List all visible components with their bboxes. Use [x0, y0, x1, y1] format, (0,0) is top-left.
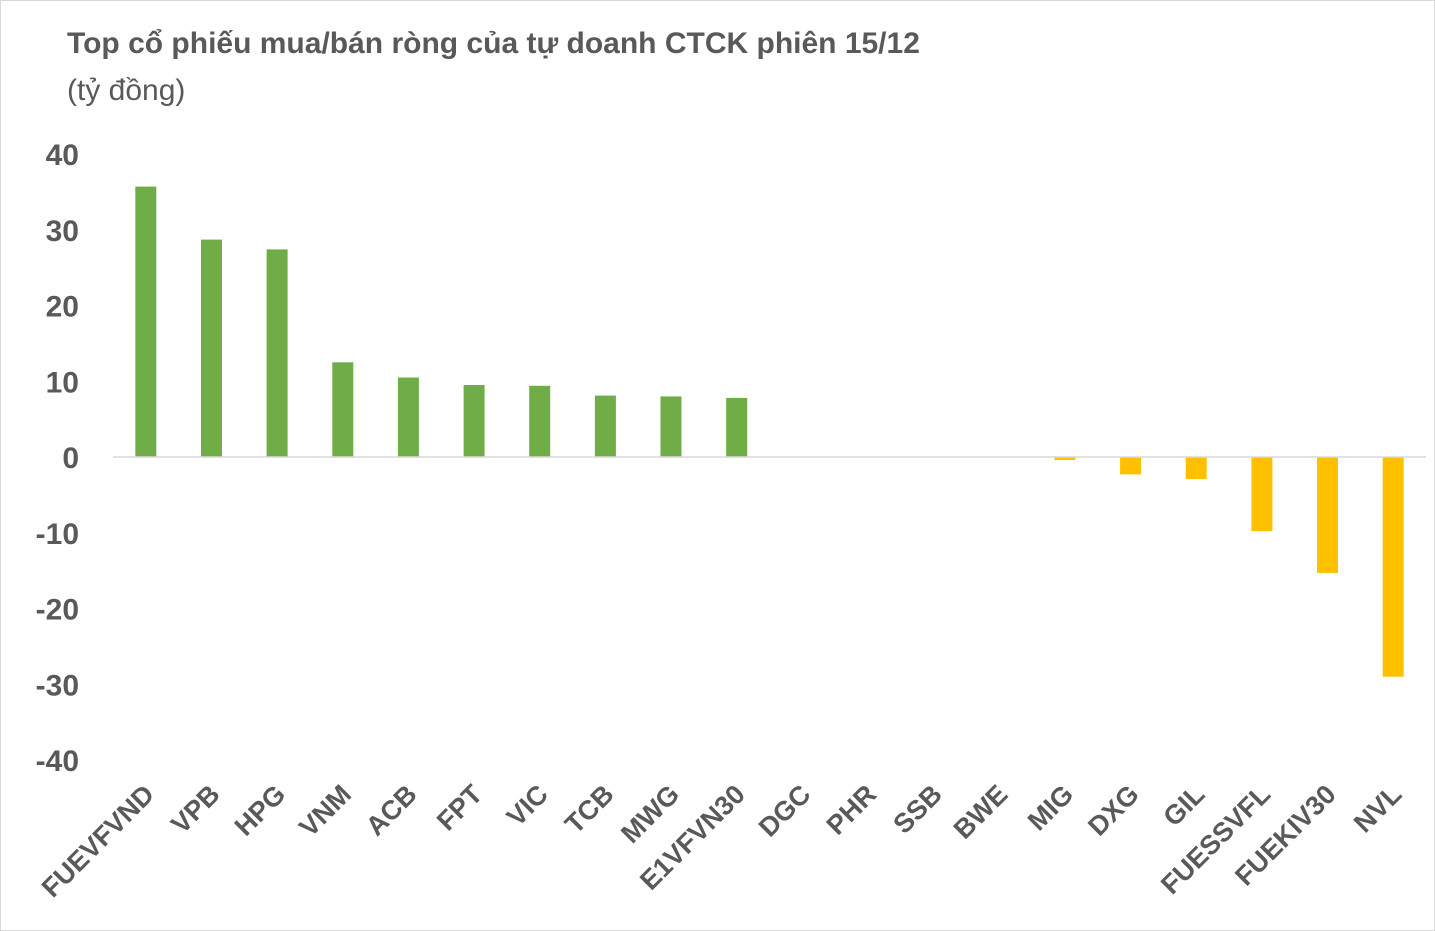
- bar-tcb: [594, 395, 616, 457]
- bar-mwg: [660, 396, 682, 457]
- x-axis-ticks: FUEVFVND VPB HPG VNM ACB FPT VIC TCBMWGE1VFVN30…: [36, 779, 1407, 903]
- bar-vpb: [201, 239, 222, 457]
- x-tick-label: BWE: [948, 779, 1014, 845]
- chart-subtitle: (tỷ đồng): [67, 74, 185, 107]
- x-tick-label: ACB: [360, 779, 423, 842]
- x-tick-label: TCB: [559, 779, 619, 839]
- bar-mig: [1054, 457, 1076, 460]
- y-axis-ticks: 40 30 20 10 0 -10 -20 -30 -40: [36, 139, 79, 778]
- y-tick-label: 10: [46, 366, 79, 399]
- x-tick-label: MIG: [1022, 779, 1079, 836]
- bar-vic: [529, 385, 551, 457]
- x-tick-label: VPB: [165, 779, 225, 839]
- x-tick-label: DXG: [1082, 779, 1145, 842]
- bar-fpt: [463, 385, 485, 457]
- bar-hpg: [266, 249, 288, 457]
- bar-fuekiv30: [1317, 457, 1338, 573]
- y-tick-label: -30: [36, 669, 79, 702]
- chart-title: Top cổ phiếu mua/bán ròng của tự doanh C…: [67, 27, 920, 60]
- y-tick-label: 40: [46, 139, 79, 172]
- x-tick-label: HPG: [229, 779, 292, 842]
- bar-vnm: [332, 362, 354, 457]
- bar-dxg: [1120, 457, 1142, 475]
- x-tick-label: VIC: [501, 779, 554, 832]
- y-tick-label: -10: [36, 518, 79, 551]
- x-tick-label: PHR: [821, 779, 883, 841]
- bar-fuessvfl: [1251, 457, 1273, 532]
- bar-acb: [397, 377, 419, 457]
- bar-nvl: [1382, 457, 1404, 677]
- bar-gil: [1185, 457, 1207, 479]
- x-tick-label: VNM: [293, 779, 357, 843]
- bar-e1vfvn30: [726, 397, 748, 457]
- y-tick-label: 0: [62, 442, 79, 475]
- y-tick-label: 30: [46, 215, 79, 248]
- bars-group: [135, 186, 1404, 677]
- y-tick-label: -20: [36, 594, 79, 627]
- x-tick-label: DGC: [753, 779, 817, 843]
- x-tick-label: GIL: [1157, 779, 1210, 832]
- x-tick-label: SSB: [887, 779, 947, 839]
- x-tick-label: NVL: [1348, 779, 1407, 838]
- y-tick-label: 20: [46, 291, 79, 324]
- x-tick-label: FPT: [431, 779, 489, 837]
- y-tick-label: -40: [36, 745, 79, 778]
- bar-fuevfvnd: [135, 186, 157, 457]
- x-tick-label: FUEVFVND: [36, 779, 160, 903]
